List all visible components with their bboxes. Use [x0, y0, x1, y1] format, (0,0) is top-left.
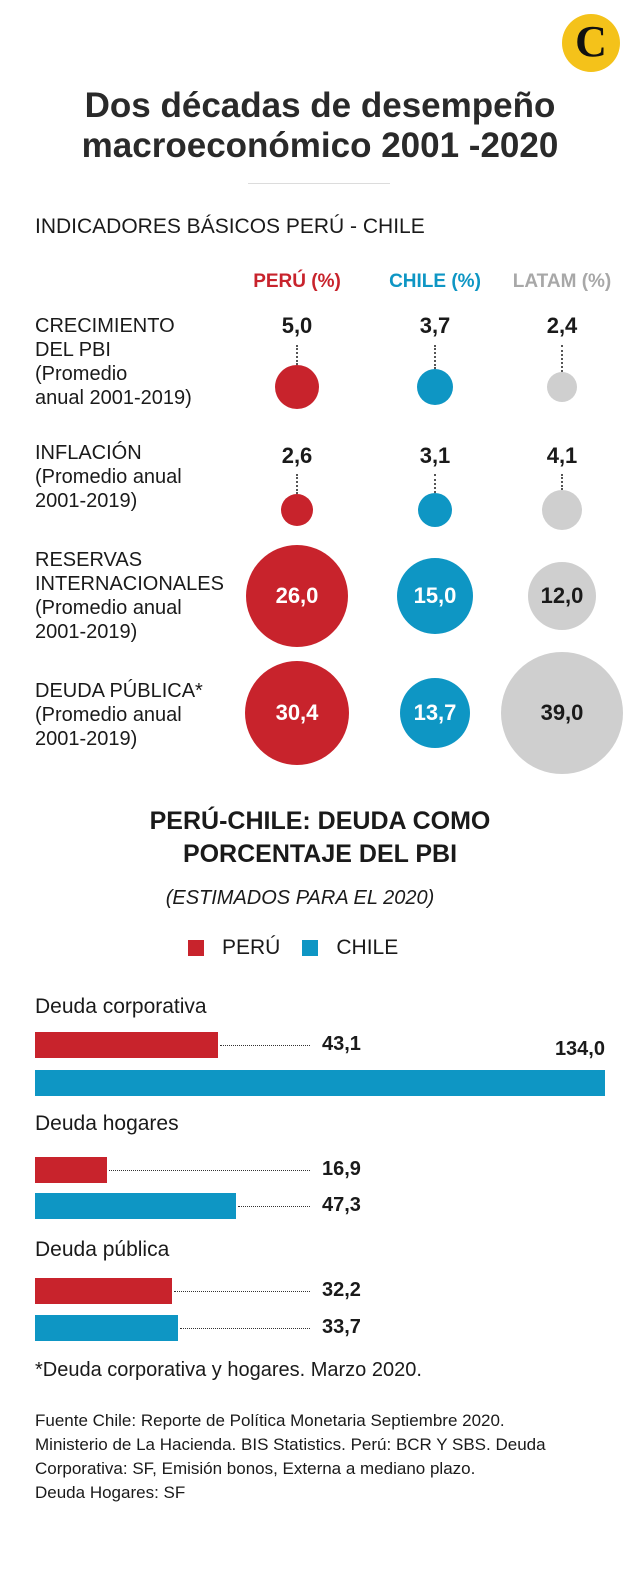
value-leader — [434, 345, 436, 369]
indicator-value-latam: 39,0 — [540, 700, 584, 725]
value-leader — [434, 474, 436, 493]
category-label: Deuda pública — [35, 1238, 170, 1261]
source-note: Fuente Chile: Reporte de Política Moneta… — [35, 1409, 625, 1505]
bar-peru — [35, 1157, 107, 1183]
indicator-value-peru: 5,0 — [281, 313, 313, 338]
legend-item-chile: CHILE — [302, 936, 398, 960]
bar-leader — [108, 1170, 310, 1171]
legend-label-peru: PERÚ — [222, 936, 281, 959]
indicator-circle-peru: 30,4 — [245, 661, 349, 765]
indicator-value-latam: 4,1 — [546, 443, 578, 468]
bar-value-label-peru: 16,9 — [322, 1158, 361, 1180]
footnote: *Deuda corporativa y hogares. Marzo 2020… — [35, 1359, 422, 1381]
indicator-label: INFLACIÓN (Promedio anual 2001-2019) — [35, 441, 182, 513]
indicator-circle-latam: 39,0 — [501, 652, 623, 774]
indicator-circle-peru — [275, 365, 319, 409]
bar-value-label-peru: 43,1 — [322, 1033, 361, 1055]
legend-swatch-chile — [302, 940, 319, 956]
title-line-2: macroeconómico 2001 -2020 — [81, 126, 559, 165]
column-header-peru: PERÚ (%) — [253, 271, 341, 292]
bar-value-label-peru: 32,2 — [322, 1279, 361, 1301]
indicator-circle-chile: 13,7 — [400, 678, 470, 748]
bar-peru — [35, 1278, 172, 1304]
source-line: Deuda Hogares: SF — [35, 1483, 186, 1502]
bar-leader — [238, 1206, 310, 1207]
logo-letter: C — [575, 17, 607, 66]
indicator-circle-chile: 15,0 — [397, 558, 473, 634]
indicator-name-line: DEL PBI — [35, 339, 111, 361]
indicator-circle-latam — [547, 372, 577, 402]
indicator-name-line: INFLACIÓN — [35, 442, 142, 464]
indicator-period-line: (Promedio anual — [35, 704, 182, 726]
bar-chile — [35, 1193, 237, 1219]
bar-leader — [173, 1291, 310, 1292]
indicator-period-line: 2001-2019) — [35, 728, 138, 750]
category-label: Deuda corporativa — [35, 995, 207, 1018]
indicator-circle-peru: 26,0 — [246, 545, 348, 647]
bar-value-label-chile: 33,7 — [322, 1316, 361, 1338]
indicator-value-peru: 26,0 — [275, 583, 319, 608]
section2-title-line-2: PORCENTAJE DEL PBI — [182, 840, 458, 868]
source-line: Corporativa: SF, Emisión bonos, Externa … — [35, 1459, 476, 1478]
indicator-period-line: (Promedio anual — [35, 466, 182, 488]
value-leader — [561, 345, 563, 372]
indicator-circle-peru — [281, 494, 313, 526]
indicator-label: CRECIMIENTO DEL PBI (Promedio anual 2001-20… — [35, 314, 192, 410]
indicator-value-latam: 12,0 — [540, 583, 584, 608]
section2-subtitle: (ESTIMADOS PARA EL 2020) — [165, 887, 435, 909]
indicator-period-line: (Promedio anual — [35, 597, 182, 619]
indicator-period-line: 2001-2019) — [35, 621, 138, 643]
legend-item-peru: PERÚ — [188, 936, 280, 960]
indicator-label: RESERVAS INTERNACIONALES (Promedio anual 20… — [35, 548, 224, 644]
indicator-period-line: 2001-2019) — [35, 490, 138, 512]
title-line-1: Dos décadas de desempeño — [84, 86, 556, 125]
bar-peru — [35, 1032, 219, 1058]
indicator-period-line: anual 2001-2019) — [35, 387, 192, 409]
column-header-chile: CHILE (%) — [389, 271, 481, 292]
indicator-circle-latam — [542, 490, 582, 530]
title-divider — [248, 183, 390, 184]
value-leader — [561, 474, 563, 490]
indicator-name-line: INTERNACIONALES — [35, 573, 224, 595]
bar-leader — [180, 1328, 310, 1329]
indicator-circle-chile — [418, 493, 452, 527]
bar-leader — [220, 1045, 310, 1046]
indicator-value-peru: 2,6 — [281, 443, 313, 468]
bar-value-label-chile: 47,3 — [322, 1194, 361, 1216]
section1-title: INDICADORES BÁSICOS PERÚ - CHILE — [35, 215, 425, 238]
indicator-period-line: (Promedio — [35, 363, 128, 385]
indicator-value-chile: 3,1 — [419, 443, 451, 468]
indicator-name-line: CRECIMIENTO — [35, 315, 175, 337]
column-header-latam: LATAM (%) — [512, 271, 612, 292]
section2-title-line-1: PERÚ-CHILE: DEUDA COMO — [149, 807, 491, 835]
bar-chile — [35, 1315, 179, 1341]
page-title: Dos décadas de desempeño macroeconómico … — [0, 86, 640, 166]
source-line: Fuente Chile: Reporte de Política Moneta… — [35, 1411, 505, 1430]
el-comercio-logo: C — [562, 14, 620, 72]
indicator-value-latam: 2,4 — [546, 313, 578, 338]
indicator-value-peru: 30,4 — [275, 700, 319, 725]
value-leader — [296, 345, 298, 365]
bar-chile — [35, 1070, 605, 1096]
source-line: Ministerio de La Hacienda. BIS Statistic… — [35, 1435, 546, 1454]
bar-value-label-chile: 134,0 — [554, 1038, 605, 1060]
indicator-value-chile: 13,7 — [413, 700, 457, 725]
indicator-circle-chile — [417, 369, 453, 405]
indicator-label: DEUDA PÚBLICA* (Promedio anual 2001-2019) — [35, 679, 203, 751]
legend-swatch-peru — [188, 940, 204, 956]
indicator-circle-latam: 12,0 — [528, 562, 596, 630]
section2-title: PERÚ-CHILE: DEUDA COMO PORCENTAJE DEL PB… — [0, 805, 640, 871]
value-leader — [296, 474, 298, 494]
indicator-name-line: RESERVAS — [35, 549, 143, 571]
category-label: Deuda hogares — [35, 1112, 179, 1135]
indicator-value-chile: 3,7 — [419, 313, 451, 338]
indicator-name-line: DEUDA PÚBLICA* — [35, 680, 203, 702]
legend-label-chile: CHILE — [336, 936, 399, 959]
chart-legend: PERÚ CHILE — [188, 936, 420, 960]
indicator-value-chile: 15,0 — [413, 583, 457, 608]
